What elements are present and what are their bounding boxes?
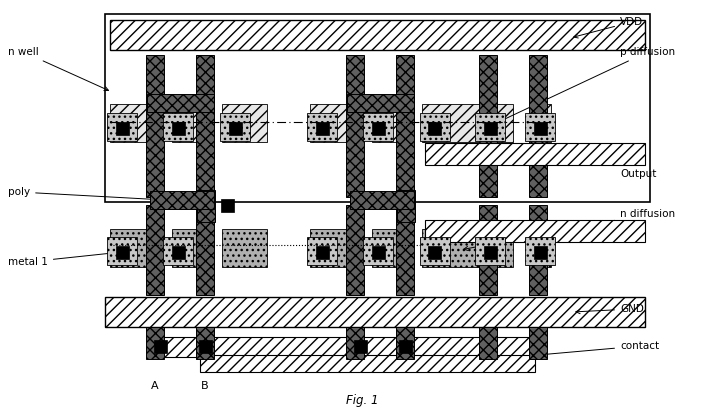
Bar: [346, 205, 364, 295]
Bar: [196, 205, 214, 295]
Bar: [483, 229, 513, 267]
Bar: [307, 237, 337, 265]
Bar: [428, 246, 442, 259]
Bar: [363, 113, 393, 141]
Text: B: B: [201, 381, 209, 391]
Bar: [484, 122, 497, 135]
Bar: [115, 122, 128, 135]
Bar: [150, 191, 214, 209]
Bar: [222, 104, 267, 142]
Bar: [346, 55, 364, 197]
Bar: [220, 113, 250, 141]
Text: n diffusion: n diffusion: [464, 209, 675, 251]
Bar: [534, 122, 547, 135]
Bar: [533, 229, 551, 267]
Bar: [196, 55, 214, 197]
Bar: [529, 327, 547, 359]
Bar: [172, 104, 202, 142]
Bar: [200, 355, 535, 372]
Bar: [420, 113, 450, 141]
Text: A: A: [152, 381, 159, 391]
Text: Fig. 1: Fig. 1: [346, 394, 378, 407]
Text: VDD: VDD: [573, 17, 643, 38]
Bar: [399, 340, 412, 353]
Bar: [310, 104, 352, 142]
Bar: [197, 190, 215, 222]
Text: Output: Output: [589, 155, 656, 179]
Bar: [147, 94, 214, 112]
Bar: [105, 297, 645, 327]
Bar: [420, 237, 450, 265]
Bar: [483, 104, 513, 142]
Bar: [428, 122, 442, 135]
Bar: [146, 55, 164, 197]
Bar: [315, 122, 328, 135]
Bar: [146, 327, 164, 359]
Bar: [220, 199, 233, 212]
Bar: [475, 113, 505, 141]
Bar: [372, 104, 402, 142]
Bar: [425, 143, 645, 165]
Bar: [354, 340, 367, 353]
Bar: [529, 55, 547, 197]
Bar: [163, 237, 193, 265]
Bar: [396, 327, 414, 359]
Bar: [115, 246, 128, 259]
Bar: [475, 237, 505, 265]
Bar: [154, 340, 167, 353]
Text: p diffusion: p diffusion: [495, 47, 675, 123]
Bar: [110, 104, 152, 142]
Bar: [534, 246, 547, 259]
Bar: [422, 229, 484, 267]
Text: contact: contact: [542, 341, 659, 357]
Bar: [484, 246, 497, 259]
Bar: [371, 246, 384, 259]
Bar: [422, 104, 484, 142]
Bar: [172, 229, 202, 267]
Bar: [110, 229, 152, 267]
Bar: [529, 205, 547, 295]
Bar: [396, 55, 414, 197]
Bar: [533, 104, 551, 142]
Text: n well: n well: [8, 47, 109, 90]
Bar: [372, 229, 402, 267]
Bar: [371, 122, 384, 135]
Bar: [363, 237, 393, 265]
Bar: [347, 94, 414, 112]
Bar: [479, 327, 497, 359]
Text: GND: GND: [576, 304, 644, 314]
Bar: [155, 337, 535, 357]
Bar: [172, 122, 184, 135]
Bar: [172, 246, 184, 259]
Bar: [479, 55, 497, 197]
Bar: [525, 113, 555, 141]
Bar: [346, 327, 364, 359]
Text: poly: poly: [8, 187, 198, 203]
Bar: [479, 205, 497, 295]
Bar: [397, 190, 415, 222]
Bar: [425, 220, 645, 242]
Bar: [396, 205, 414, 295]
Bar: [105, 14, 650, 202]
Bar: [350, 191, 414, 209]
Bar: [163, 113, 193, 141]
Bar: [196, 327, 214, 359]
Bar: [110, 20, 645, 50]
Bar: [310, 229, 352, 267]
Bar: [146, 205, 164, 295]
Bar: [107, 113, 137, 141]
Bar: [525, 237, 555, 265]
Bar: [199, 340, 212, 353]
Bar: [107, 237, 137, 265]
Bar: [222, 229, 267, 267]
Bar: [315, 246, 328, 259]
Bar: [307, 113, 337, 141]
Text: metal 1: metal 1: [8, 251, 118, 267]
Bar: [228, 122, 241, 135]
